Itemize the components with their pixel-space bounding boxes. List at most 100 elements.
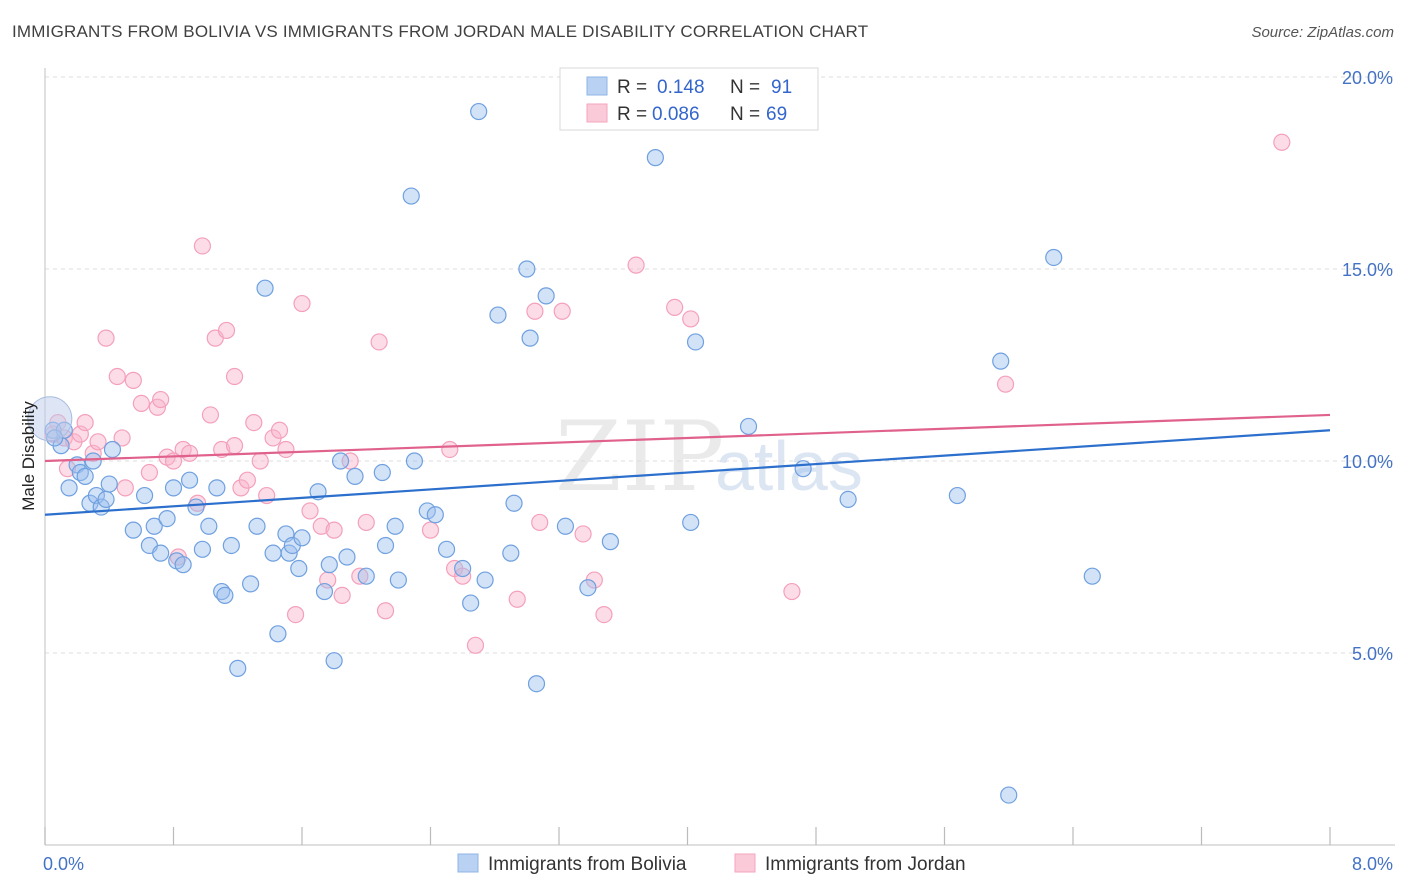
jordan-point-13: [140, 463, 159, 482]
bolivia-point-35: [264, 544, 282, 562]
grid: [45, 76, 1395, 654]
bolivia-point-13: [103, 440, 122, 459]
bolivia-point-3: [60, 479, 78, 497]
bolivia-point-48: [346, 467, 364, 485]
bolivia-point-54: [402, 187, 420, 205]
bolivia-point-60: [462, 594, 480, 612]
bolivia-point-36: [269, 625, 287, 643]
bolivia-point-30: [222, 536, 240, 555]
source-credit: Source: ZipAtlas.com: [1251, 24, 1394, 41]
legend-r-label-1: R =: [617, 77, 647, 98]
bottom-legend-label-jordan: Immigrants from Jordan: [765, 854, 966, 875]
bolivia-point-51: [376, 536, 395, 555]
y-tick-label-2: 15.0%: [1342, 260, 1393, 280]
y-axis-title: Male Disability: [19, 401, 38, 511]
jordan-point-5: [76, 414, 94, 432]
legend-n-label-2: N =: [730, 104, 760, 125]
bolivia-point-31: [229, 659, 247, 677]
bolivia-point-12: [100, 475, 118, 493]
legend-swatch-jordan: [586, 103, 608, 123]
bolivia-point-34: [256, 279, 274, 297]
bolivia-point-6: [76, 467, 94, 485]
jordan-point-48: [421, 521, 440, 539]
axes: [44, 68, 1395, 846]
bolivia-point-40: [290, 559, 308, 578]
jordan-point-64: [996, 375, 1015, 393]
jordan-point-61: [666, 298, 684, 316]
jordan-point-11: [124, 371, 142, 389]
bolivia-point-69: [537, 287, 555, 305]
bolivia-point-62: [476, 571, 494, 589]
jordan-point-55: [531, 513, 549, 532]
legend: R = 0.148 N = 91 R = 0.086 N = 69: [559, 67, 819, 131]
bolivia-point-11: [97, 490, 115, 508]
jordan-point-63: [783, 582, 801, 601]
jordan-point-15: [152, 390, 170, 409]
jordan-point-68: [225, 437, 244, 455]
x-tick-label-0: 0.0%: [43, 854, 84, 874]
bolivia-point-58: [437, 540, 456, 558]
legend-r-value-1: 0.148: [657, 77, 705, 98]
bolivia-trend-line: [44, 429, 1331, 516]
watermark: ZIP atlas: [555, 401, 863, 513]
jordan-point-26: [217, 321, 236, 340]
bottom-legend-label-bolivia: Immigrants from Bolivia: [488, 854, 687, 875]
x-tick-label-1: 8.0%: [1352, 854, 1393, 874]
bolivia-point-73: [646, 149, 664, 167]
jordan-point-7: [89, 433, 107, 451]
bolivia-point-72: [601, 533, 620, 551]
bolivia-point-18: [152, 544, 170, 562]
bolivia-point-65: [505, 494, 523, 512]
jordan-point-57: [574, 525, 592, 543]
jordan-points: [44, 133, 1291, 654]
bolivia-point-19: [158, 509, 176, 528]
bolivia-point-49: [357, 567, 375, 585]
bolivia-point-56: [418, 502, 436, 520]
jordan-point-67: [113, 429, 131, 447]
jordan-point-30: [245, 414, 263, 432]
bolivia-cluster-bubble: [27, 396, 73, 442]
bolivia-point-75: [686, 333, 705, 351]
jordan-point-37: [293, 294, 311, 313]
jordan-point-12: [132, 394, 150, 412]
bolivia-point-64: [502, 544, 520, 562]
bolivia-point-22: [174, 556, 192, 574]
bolivia-point-66: [518, 260, 536, 278]
bottom-legend-swatch-bolivia: [457, 853, 479, 873]
jordan-point-41: [325, 521, 343, 539]
jordan-point-8: [97, 329, 115, 347]
watermark-zip: ZIP: [555, 401, 724, 513]
x-tick-labels: 0.0% 8.0%: [43, 854, 1393, 874]
bolivia-point-45: [325, 652, 343, 670]
bottom-legend-swatch-jordan: [734, 853, 756, 873]
bolivia-point-50: [373, 463, 391, 482]
bolivia-point-47: [338, 548, 356, 566]
jordan-point-34: [270, 421, 289, 439]
jordan-trend-line: [44, 413, 1331, 463]
bolivia-point-53: [389, 571, 407, 589]
bolivia-point-26: [200, 517, 218, 535]
bolivia-point-17: [145, 517, 163, 535]
jordan-point-27: [225, 367, 244, 386]
bolivia-point-41: [293, 529, 311, 547]
y-tick-labels: 5.0% 10.0% 15.0% 20.0%: [1342, 68, 1393, 664]
bolivia-point-44: [320, 556, 338, 574]
jordan-point-35: [277, 440, 295, 459]
bolivia-point-78: [839, 490, 857, 508]
bolivia-point-76: [739, 417, 758, 436]
bolivia-point-71: [579, 579, 597, 597]
bolivia-point-80: [992, 352, 1010, 370]
jordan-point-59: [595, 605, 613, 624]
jordan-point-23: [201, 406, 220, 424]
bolivia-point-57: [426, 506, 444, 524]
bolivia-point-77: [794, 460, 812, 478]
bolivia-point-25: [193, 540, 212, 558]
jordan-point-36: [286, 605, 305, 624]
bolivia-point-68: [527, 675, 546, 693]
bolivia-point-74: [682, 513, 700, 532]
jordan-point-10: [116, 479, 134, 497]
jordan-point-49: [441, 440, 459, 459]
jordan-point-54: [526, 302, 544, 320]
bolivia-point-67: [521, 329, 539, 347]
